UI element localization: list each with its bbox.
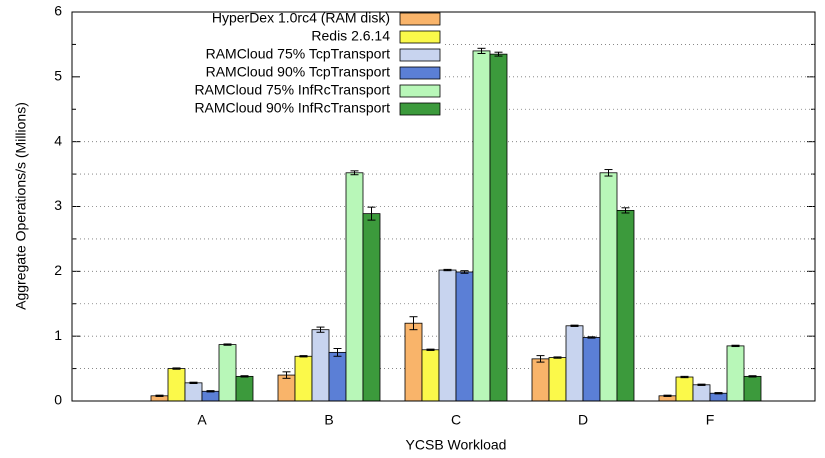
bar: [421, 349, 440, 402]
x-tick-label: A: [197, 412, 207, 428]
y-tick-label: 2: [54, 262, 62, 278]
bar: [565, 325, 584, 402]
y-tick-label: 6: [54, 3, 62, 19]
error-bar: [172, 367, 181, 370]
y-tick-label: 1: [54, 327, 62, 343]
error-bar: [748, 375, 757, 378]
legend-label: RAMCloud 75% InfRcTransport: [194, 82, 390, 98]
error-bar: [316, 326, 325, 333]
bar: [218, 344, 237, 402]
bar: [277, 374, 296, 402]
bar: [692, 384, 711, 402]
x-tick-label: B: [324, 412, 333, 428]
error-bar: [536, 355, 545, 363]
error-bar: [409, 316, 418, 331]
bar: [404, 322, 423, 402]
error-bar: [189, 381, 198, 384]
legend-label: HyperDex 1.0rc4 (RAM disk): [212, 10, 390, 26]
error-bar: [731, 344, 740, 348]
legend-label: RAMCloud 90% InfRcTransport: [194, 100, 390, 116]
bar: [294, 355, 313, 402]
bar: [531, 358, 550, 402]
y-axis-label: Aggregate Operations/s (Millions): [13, 102, 29, 310]
error-bar: [299, 355, 308, 358]
error-bar: [443, 268, 452, 272]
legend-swatch: [399, 102, 441, 116]
legend-swatch: [399, 12, 441, 26]
bar: [726, 345, 745, 402]
error-bar: [333, 347, 342, 357]
error-bar: [223, 343, 232, 346]
legend-label: Redis 2.6.14: [311, 28, 390, 44]
legend-label: RAMCloud 75% TcpTransport: [206, 46, 391, 62]
error-bar: [206, 390, 215, 393]
error-bar: [494, 51, 503, 57]
error-bar: [155, 394, 164, 397]
error-bar: [477, 47, 486, 54]
legend-swatch: [399, 84, 441, 98]
x-tick-label: D: [578, 412, 588, 428]
y-tick-label: 5: [54, 68, 62, 84]
error-bar: [282, 371, 291, 379]
bar: [743, 375, 762, 402]
bar: [311, 329, 330, 402]
bar: [548, 357, 567, 402]
y-tick-label: 3: [54, 197, 62, 213]
bar: [616, 209, 635, 402]
legend-swatch: [399, 30, 441, 44]
error-bar: [663, 394, 672, 397]
legend-label: RAMCloud 90% TcpTransport: [206, 64, 391, 80]
legend-swatch: [399, 66, 441, 80]
plot-frame: [71, 11, 816, 402]
error-bar: [350, 170, 359, 176]
legend-swatch: [399, 48, 441, 62]
bar: [472, 50, 491, 402]
y-tick-label: 4: [54, 132, 62, 148]
error-bar: [240, 375, 249, 378]
bar: [167, 368, 186, 402]
error-bar: [460, 270, 469, 274]
error-bar: [604, 169, 613, 177]
bar: [362, 213, 381, 402]
bar: [709, 392, 728, 402]
error-bar: [680, 375, 689, 379]
bar: [201, 390, 220, 402]
bar: [582, 337, 601, 402]
bar: [184, 382, 203, 402]
bar: [599, 172, 618, 402]
bar: [489, 53, 508, 402]
error-bar: [553, 356, 562, 359]
bar: [675, 376, 694, 402]
bar: [235, 375, 254, 402]
bar: [455, 271, 474, 402]
bar: [328, 351, 347, 402]
bar: [345, 172, 364, 402]
x-tick-label: F: [706, 412, 715, 428]
error-bar: [714, 392, 723, 395]
error-bar: [570, 324, 579, 327]
error-bar: [587, 336, 596, 339]
error-bar: [426, 348, 435, 351]
error-bar: [697, 383, 706, 386]
y-tick-label: 0: [54, 392, 62, 408]
bar: [438, 269, 457, 402]
x-axis-label: YCSB Workload: [406, 437, 507, 453]
error-bar: [367, 206, 376, 221]
error-bar: [621, 207, 630, 214]
x-tick-label: C: [451, 412, 461, 428]
